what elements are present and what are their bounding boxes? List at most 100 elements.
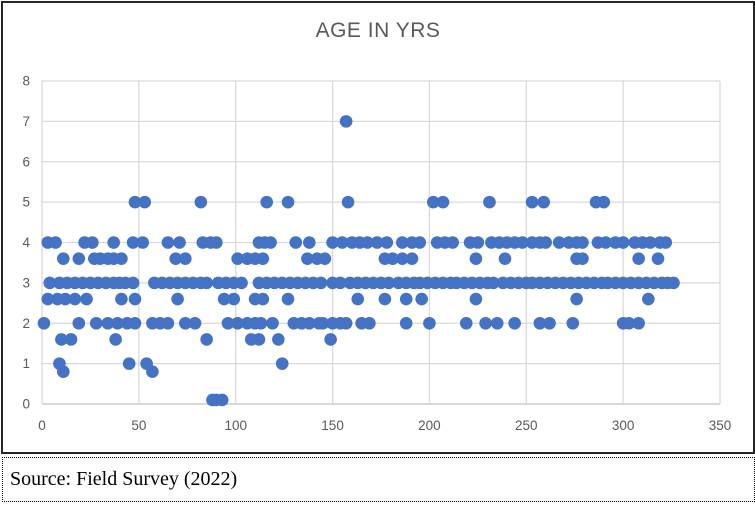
data-point <box>217 292 231 306</box>
y-tick-label: 4 <box>22 235 30 250</box>
data-point <box>126 276 140 290</box>
data-point <box>231 316 244 330</box>
y-tick-label: 8 <box>22 74 30 89</box>
x-tick-label: 200 <box>418 418 441 433</box>
data-point <box>80 292 93 306</box>
chart-frame: 0 1 2 3 4 5 6 7 8 0 50 100 150 200 250 300 350 AGE IN YR… <box>1 1 755 454</box>
data-point <box>101 316 115 330</box>
data-point <box>396 252 409 265</box>
data-point <box>396 236 409 249</box>
y-tick-label: 2 <box>22 316 30 331</box>
data-point <box>254 316 268 330</box>
data-point <box>49 236 62 249</box>
data-point <box>335 236 349 249</box>
data-point <box>324 333 337 346</box>
data-point <box>128 316 142 330</box>
data-point <box>256 292 270 306</box>
data-point <box>326 236 339 249</box>
data-point <box>479 316 492 330</box>
x-tick-label: 300 <box>612 418 635 433</box>
data-point <box>659 236 673 249</box>
data-point <box>264 236 277 249</box>
data-point <box>161 316 175 330</box>
data-point <box>483 195 496 209</box>
source-note-box: Source: Field Survey (2022) <box>2 457 755 502</box>
data-point <box>111 316 124 330</box>
data-point <box>109 333 122 346</box>
data-point <box>115 292 128 306</box>
y-tick-label: 7 <box>22 114 30 129</box>
y-tick-label: 1 <box>22 356 30 371</box>
data-point <box>487 276 500 290</box>
data-point <box>399 292 413 306</box>
y-tick-label: 5 <box>22 195 30 210</box>
data-point <box>200 276 213 290</box>
data-point <box>427 195 440 209</box>
data-point <box>301 252 314 265</box>
data-point <box>173 236 186 249</box>
data-point <box>566 316 580 330</box>
data-point <box>341 195 355 209</box>
data-point <box>469 252 483 265</box>
data-point <box>122 357 136 370</box>
data-point <box>41 292 55 306</box>
data-point <box>138 195 151 209</box>
x-tick-label: 0 <box>38 418 46 433</box>
data-point <box>361 236 374 249</box>
data-point <box>37 316 51 330</box>
source-note-text: Source: Field Survey (2022) <box>10 468 238 490</box>
data-point <box>632 252 645 265</box>
data-point <box>55 333 68 346</box>
data-point <box>57 252 70 265</box>
data-point <box>632 316 645 330</box>
data-point <box>597 195 611 209</box>
data-point <box>469 292 483 306</box>
data-point <box>339 115 353 128</box>
data-point <box>498 252 512 265</box>
data-point <box>179 252 192 265</box>
data-point <box>380 236 394 249</box>
y-tick-label: 0 <box>22 397 30 412</box>
data-point <box>399 316 413 330</box>
x-tick-label: 150 <box>321 418 344 433</box>
data-point <box>43 276 57 290</box>
data-point <box>188 316 202 330</box>
data-point <box>552 236 566 249</box>
data-point <box>179 316 192 330</box>
data-point <box>215 393 229 407</box>
data-point <box>423 316 436 330</box>
data-point <box>386 252 399 265</box>
data-point <box>370 236 384 249</box>
data-point <box>235 276 248 290</box>
data-point <box>415 292 428 306</box>
data-point <box>272 333 285 346</box>
data-point <box>543 316 556 330</box>
data-point <box>64 333 78 346</box>
data-point <box>194 195 208 209</box>
x-tick-label: 100 <box>224 418 247 433</box>
data-point <box>303 236 316 249</box>
data-point <box>667 276 680 290</box>
data-point <box>57 365 70 379</box>
data-point <box>275 357 289 370</box>
data-point <box>378 292 392 306</box>
data-point <box>256 252 270 265</box>
x-tick-label: 250 <box>515 418 538 433</box>
data-point <box>107 236 120 249</box>
data-point <box>136 236 150 249</box>
data-point <box>382 276 396 290</box>
data-point <box>221 316 235 330</box>
data-point <box>446 236 459 249</box>
data-point <box>115 252 128 265</box>
data-point <box>210 236 223 249</box>
data-point <box>318 252 332 265</box>
data-point <box>576 236 589 249</box>
y-tick-label: 3 <box>22 275 30 290</box>
data-point <box>616 236 630 249</box>
data-point <box>289 236 303 249</box>
data-point <box>169 252 182 265</box>
data-point <box>642 292 655 306</box>
data-point <box>576 252 589 265</box>
data-point <box>643 236 657 249</box>
